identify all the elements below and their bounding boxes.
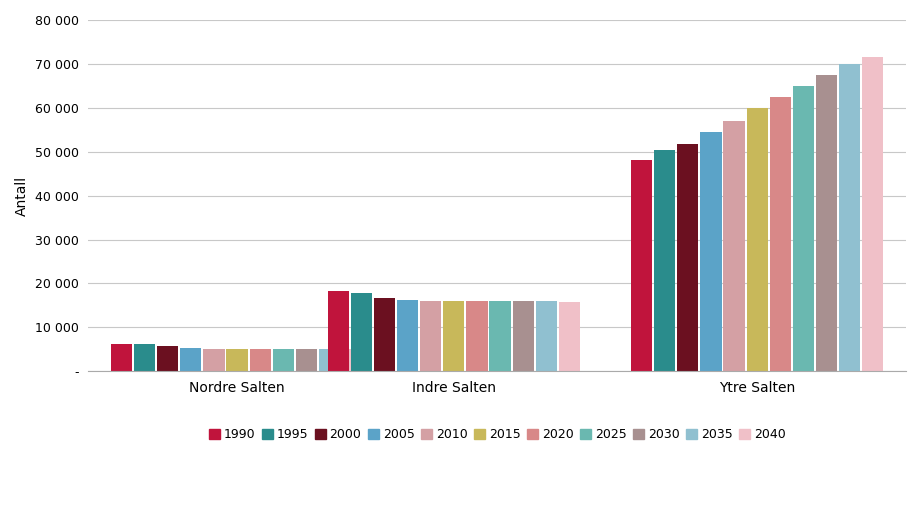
- Bar: [700, 132, 721, 371]
- Bar: [374, 298, 395, 371]
- Bar: [342, 349, 363, 371]
- Bar: [319, 349, 340, 371]
- Bar: [227, 349, 248, 371]
- Bar: [816, 75, 837, 371]
- Bar: [536, 301, 557, 371]
- Bar: [677, 144, 698, 371]
- Bar: [770, 97, 791, 371]
- Legend: 1990, 1995, 2000, 2005, 2010, 2015, 2020, 2025, 2030, 2035, 2040: 1990, 1995, 2000, 2005, 2010, 2015, 2020…: [204, 423, 790, 446]
- Bar: [443, 301, 464, 371]
- Bar: [157, 346, 179, 371]
- Bar: [204, 349, 225, 371]
- Bar: [559, 302, 580, 371]
- Bar: [862, 57, 883, 371]
- Bar: [420, 301, 441, 371]
- Bar: [296, 349, 317, 371]
- Bar: [723, 121, 745, 371]
- Bar: [793, 86, 814, 371]
- Bar: [654, 149, 675, 371]
- Bar: [839, 64, 860, 371]
- Bar: [351, 292, 372, 371]
- Bar: [273, 349, 294, 371]
- Bar: [631, 161, 652, 371]
- Bar: [397, 300, 418, 371]
- Bar: [111, 344, 132, 371]
- Bar: [747, 108, 768, 371]
- Bar: [134, 344, 156, 371]
- Bar: [489, 301, 510, 371]
- Bar: [181, 348, 202, 371]
- Bar: [250, 349, 271, 371]
- Y-axis label: Antall: Antall: [15, 175, 29, 215]
- Bar: [512, 301, 534, 371]
- Bar: [328, 291, 349, 371]
- Bar: [466, 301, 487, 371]
